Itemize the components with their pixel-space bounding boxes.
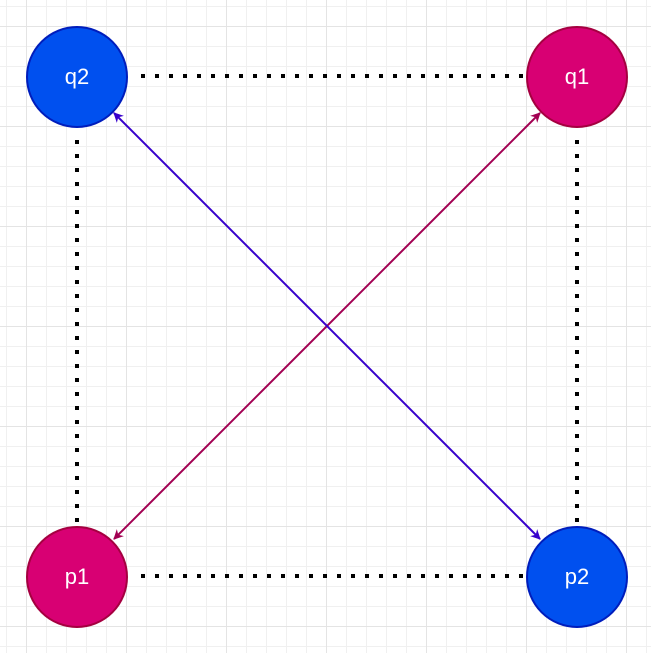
node-p1-circle — [26, 526, 128, 628]
node-p2-circle — [526, 526, 628, 628]
node-q2-label: q2 — [65, 64, 89, 89]
node-q2[interactable]: q2 — [26, 26, 128, 128]
node-p1[interactable]: p1 — [26, 526, 128, 628]
node-q1-label: q1 — [565, 64, 589, 89]
edge-q2-p2 — [113, 112, 541, 540]
node-p2-label: p2 — [565, 564, 589, 589]
node-p1-label: p1 — [65, 564, 89, 589]
node-q1[interactable]: q1 — [526, 26, 628, 128]
node-q2-circle — [26, 26, 128, 128]
node-q1-circle — [526, 26, 628, 128]
node-p2[interactable]: p2 — [526, 526, 628, 628]
